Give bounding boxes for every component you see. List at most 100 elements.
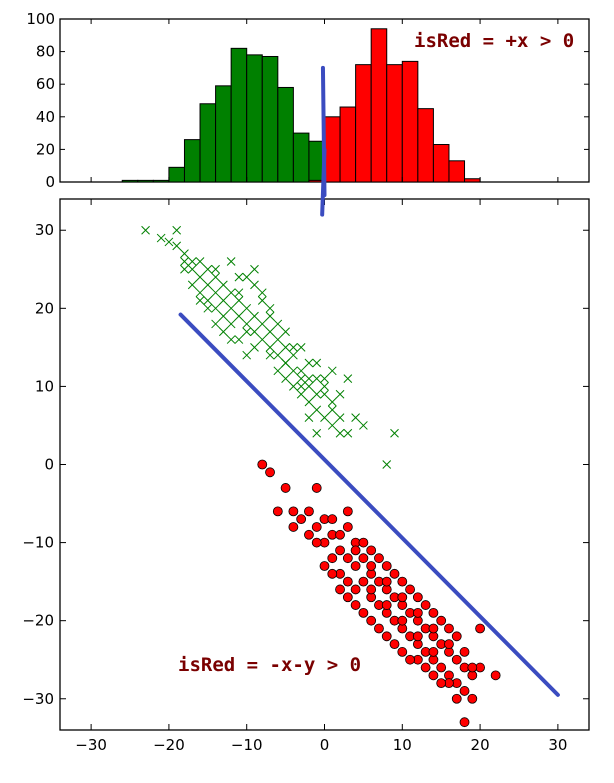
x-marker-stroke <box>312 405 322 415</box>
x-marker-stroke <box>273 319 283 329</box>
red-circle-point <box>311 483 322 493</box>
x-marker-stroke <box>304 397 314 407</box>
x-marker-stroke <box>141 225 150 235</box>
red-circle-point <box>444 623 454 634</box>
green-x-point <box>195 272 205 282</box>
red-circle-point <box>319 561 330 571</box>
x-marker-stroke <box>265 311 275 321</box>
red-circle-point <box>444 639 454 650</box>
histogram-bar <box>370 28 388 183</box>
red-circle-point <box>459 686 470 696</box>
histogram-bar <box>199 103 217 183</box>
x-marker-stroke <box>172 225 182 235</box>
green-x-point <box>351 413 360 423</box>
green-x-point <box>343 428 353 438</box>
green-x-point <box>296 374 306 383</box>
green-x-point <box>211 303 220 313</box>
red-circle-point <box>335 545 345 556</box>
x-marker-stroke <box>335 428 345 438</box>
x-marker-stroke <box>281 343 290 352</box>
x-tick-label: 30 <box>548 736 567 754</box>
x-marker-stroke <box>304 374 314 383</box>
green-x-point <box>172 241 182 251</box>
green-x-point <box>335 428 345 438</box>
red-circle-point <box>381 561 392 571</box>
red-circle-point <box>467 662 478 673</box>
green-x-point <box>327 421 337 430</box>
red-circle-point <box>459 647 470 657</box>
x-marker-stroke <box>164 237 174 247</box>
x-marker-stroke <box>226 335 236 344</box>
red-circle-point <box>366 545 377 556</box>
green-x-point <box>234 311 244 321</box>
green-x-point <box>226 257 236 266</box>
x-marker-stroke <box>296 382 306 391</box>
red-circle-point <box>381 631 392 642</box>
green-x-point <box>180 257 189 266</box>
green-x-point <box>359 421 368 430</box>
x-marker-stroke <box>390 428 399 438</box>
red-circle-point <box>366 584 377 595</box>
x-marker-stroke <box>187 257 197 266</box>
histogram-bar <box>386 64 403 183</box>
green-x-point <box>304 382 314 391</box>
histogram-y-tick-label: 80 <box>36 43 55 61</box>
green-x-point <box>156 233 166 243</box>
x-marker-stroke <box>250 327 259 337</box>
x-marker-stroke <box>195 288 205 298</box>
histogram-bar <box>324 116 341 183</box>
x-marker-stroke <box>211 264 220 274</box>
red-circle-point <box>366 561 377 571</box>
red-circle-point <box>358 553 369 564</box>
x-marker-stroke <box>312 428 322 438</box>
green-x-point <box>273 335 283 344</box>
green-x-point <box>211 272 220 282</box>
x-marker-stroke <box>242 303 252 313</box>
green-x-point <box>172 225 182 235</box>
histogram-bar <box>230 47 248 183</box>
red-circle-point <box>335 529 345 540</box>
red-circle-point <box>350 561 361 571</box>
x-marker-stroke <box>257 288 267 298</box>
red-circle-point <box>350 600 361 610</box>
red-circle-point <box>265 467 275 478</box>
green-x-point <box>304 358 314 368</box>
x-marker-stroke <box>203 303 213 313</box>
x-marker-stroke <box>343 428 353 438</box>
x-marker-stroke <box>265 350 275 360</box>
green-x-point <box>312 374 322 383</box>
red-circle-point <box>374 553 384 564</box>
red-circle-point <box>428 623 439 634</box>
red-circle-point <box>342 553 353 564</box>
green-x-point <box>219 280 228 290</box>
histogram-bar <box>168 166 185 183</box>
divider-segment <box>320 148 327 217</box>
green-x-point <box>250 343 259 352</box>
x-marker-stroke <box>172 241 182 251</box>
green-x-point <box>273 319 283 329</box>
green-x-point <box>281 327 290 337</box>
green-x-point <box>257 296 267 305</box>
x-tick-label: −20 <box>153 736 185 754</box>
green-x-point <box>335 413 345 423</box>
green-x-point <box>289 382 298 391</box>
green-x-point <box>281 374 290 383</box>
green-x-point <box>242 327 252 337</box>
green-x-point <box>265 343 275 352</box>
red-circle-point <box>428 670 439 681</box>
x-marker-stroke <box>320 413 329 423</box>
x-marker-stroke <box>250 280 259 290</box>
x-marker-stroke <box>281 374 290 383</box>
x-marker-stroke <box>335 413 345 423</box>
x-marker-stroke <box>312 374 322 383</box>
x-marker-stroke <box>242 327 252 337</box>
x-tick-label: 20 <box>471 736 490 754</box>
red-circle-point <box>459 717 470 728</box>
x-marker-stroke <box>195 257 205 266</box>
red-circle-point <box>350 584 361 595</box>
green-points <box>141 225 399 469</box>
x-marker-stroke <box>296 389 306 399</box>
green-x-point <box>219 296 228 305</box>
histogram-bar <box>246 54 263 183</box>
red-circle-point <box>311 522 322 532</box>
